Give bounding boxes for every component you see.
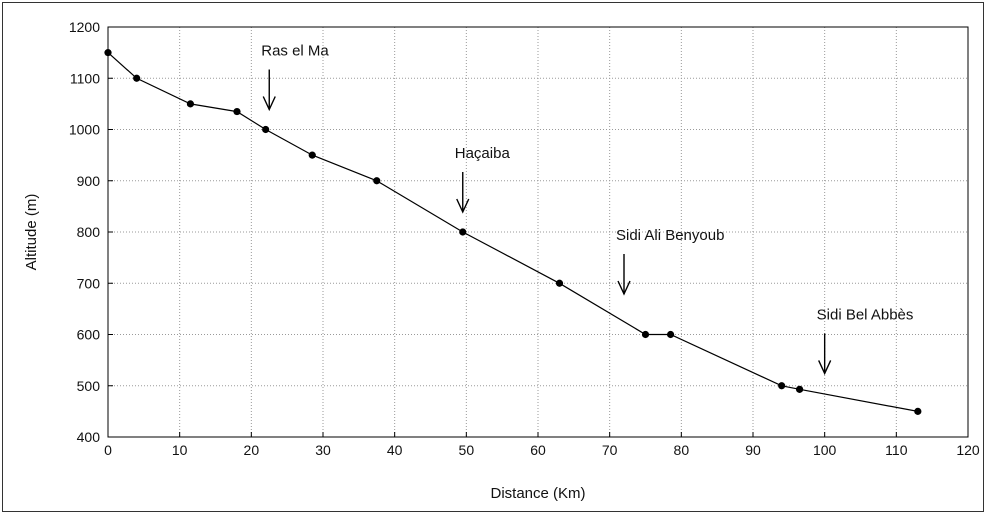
x-tick-label: 80 xyxy=(674,442,690,458)
annotation: Sidi Bel Abbès xyxy=(817,306,914,376)
annotation-arrowhead xyxy=(262,96,276,112)
x-tick-label: 100 xyxy=(813,442,837,458)
x-tick-label: 20 xyxy=(244,442,260,458)
data-points xyxy=(104,49,922,415)
annotation: Ras el Ma xyxy=(261,43,329,112)
altitude-line xyxy=(107,52,918,412)
annotation-label: Haçaiba xyxy=(455,145,511,162)
x-tick-label: 30 xyxy=(315,442,331,458)
data-point xyxy=(795,385,804,393)
grid xyxy=(108,27,968,437)
annotations: Ras el Ma Haçaiba Sidi Ali Benyoub Sidi Bel… xyxy=(261,43,914,376)
data-point xyxy=(262,125,270,134)
data-point xyxy=(555,279,564,287)
annotation-label: Sidi Bel Abbès xyxy=(817,306,914,323)
data-point xyxy=(778,382,786,390)
y-tick-label: 800 xyxy=(77,224,101,240)
x-tick-label: 120 xyxy=(956,442,980,458)
annotation-arrowhead xyxy=(617,280,631,296)
data-point xyxy=(233,107,241,116)
annotation-label: Ras el Ma xyxy=(261,43,329,60)
y-tick-label: 1100 xyxy=(70,70,100,86)
data-point xyxy=(914,407,922,415)
y-tick-label: 1000 xyxy=(69,122,100,138)
annotation-arrowhead xyxy=(456,198,470,214)
x-tick-label: 60 xyxy=(530,442,546,458)
y-axis-label: Altitude (m) xyxy=(23,194,40,271)
x-tick-label: 50 xyxy=(459,442,475,458)
x-tick-label: 110 xyxy=(885,442,908,458)
x-tick-label: 70 xyxy=(602,442,618,458)
x-tick-label: 0 xyxy=(104,442,112,458)
annotation-arrowhead xyxy=(818,360,832,376)
data-point xyxy=(459,228,467,236)
y-tick-label: 1200 xyxy=(69,19,100,35)
data-point xyxy=(308,151,316,159)
data-point xyxy=(133,74,141,82)
x-tick-label: 90 xyxy=(745,442,761,458)
y-tick-label: 500 xyxy=(77,378,101,394)
x-tick-label: 10 xyxy=(172,442,188,458)
annotation: Sidi Ali Benyoub xyxy=(616,227,724,296)
data-point xyxy=(104,49,112,57)
data-point xyxy=(373,177,381,185)
y-tick-label: 900 xyxy=(77,173,101,189)
data-point xyxy=(641,330,650,339)
data-point xyxy=(666,330,675,339)
x-axis-label: Distance (Km) xyxy=(490,485,585,502)
y-tick-label: 700 xyxy=(77,275,101,291)
axis-ticks: 0 10 20 30 40 50 60 70 80 90 100 110 120 400 500 600 700… xyxy=(69,19,980,458)
y-tick-label: 600 xyxy=(77,327,101,343)
annotation: Haçaiba xyxy=(455,145,511,214)
annotation-label: Sidi Ali Benyoub xyxy=(616,227,724,244)
x-tick-label: 40 xyxy=(387,442,403,458)
data-point xyxy=(186,100,195,108)
y-tick-label: 400 xyxy=(77,429,101,445)
